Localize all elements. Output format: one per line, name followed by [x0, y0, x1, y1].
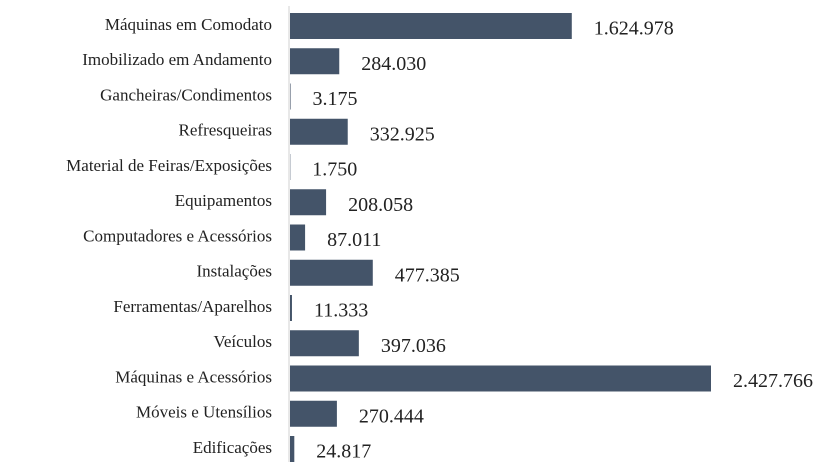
category-label: Edificações	[193, 438, 272, 457]
bar	[290, 83, 291, 110]
bar	[290, 400, 337, 427]
category-label: Móveis e Utensílios	[136, 403, 272, 422]
value-label: 87.011	[327, 229, 381, 251]
value-label: 208.058	[348, 194, 413, 216]
value-label: 1.750	[312, 159, 357, 181]
category-label: Instalações	[196, 262, 272, 281]
value-label: 284.030	[361, 53, 426, 75]
category-label: Veículos	[213, 332, 272, 351]
category-label: Refresqueiras	[179, 121, 272, 140]
bar	[290, 13, 572, 39]
category-label: Gancheiras/Condimentos	[100, 85, 272, 104]
value-label: 270.444	[359, 405, 424, 427]
bar	[290, 118, 348, 145]
value-label: 397.036	[381, 335, 446, 357]
category-label: Máquinas e Acessórios	[115, 367, 272, 386]
category-label: Imobilizado em Andamento	[82, 50, 272, 69]
bar	[290, 224, 306, 251]
value-label: 11.333	[314, 300, 368, 322]
value-label: 24.817	[316, 441, 371, 462]
value-label: 477.385	[395, 264, 460, 286]
value-label: 3.175	[313, 88, 358, 110]
bar	[290, 48, 340, 75]
category-label: Ferramentas/Aparelhos	[113, 297, 272, 316]
bar	[290, 189, 327, 216]
category-label: Equipamentos	[175, 191, 272, 210]
bar	[290, 330, 359, 357]
value-label: 332.925	[370, 123, 435, 145]
category-label: Computadores e Acessórios	[83, 226, 272, 245]
category-label: Material de Feiras/Exposições	[66, 156, 272, 175]
bar	[290, 365, 711, 392]
value-label: 2.427.766	[733, 370, 813, 392]
bar	[290, 259, 373, 286]
bar	[290, 295, 292, 321]
bar	[290, 436, 295, 462]
value-label: 1.624.978	[594, 18, 674, 40]
category-label: Máquinas em Comodato	[105, 15, 272, 34]
